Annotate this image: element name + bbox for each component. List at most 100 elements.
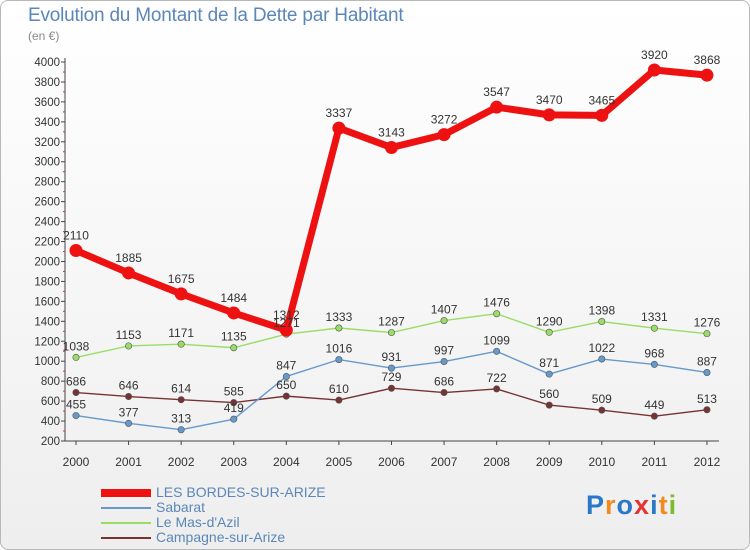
data-point [387, 384, 395, 392]
data-label: 455 [66, 398, 86, 412]
data-label: 1484 [220, 291, 247, 305]
data-point [703, 330, 711, 338]
legend-swatch [101, 507, 151, 509]
data-point [335, 396, 343, 404]
data-label: 1398 [588, 304, 615, 318]
legend-label: Le Mas-d'Azil [156, 514, 240, 530]
y-tick-label: 1200 [34, 336, 60, 348]
logo-letter: x [634, 490, 651, 520]
y-tick-label: 3000 [34, 157, 60, 169]
x-tick-label: 2005 [326, 455, 353, 469]
data-label: 3272 [431, 113, 458, 127]
data-label: 887 [697, 354, 717, 368]
data-point [177, 340, 185, 348]
y-tick-label: 800 [41, 376, 60, 388]
data-label: 3470 [536, 93, 563, 107]
data-point [72, 389, 80, 397]
legend-label: Sabarat [156, 499, 206, 515]
data-point [125, 393, 133, 401]
logo-letter: t [658, 490, 669, 520]
data-point [230, 399, 238, 407]
data-point [647, 63, 661, 77]
data-point [174, 287, 188, 301]
chart-legend: LES BORDES-SUR-ARIZE Sabarat Le Mas-d'Azil… [101, 484, 361, 545]
data-label: 1407 [431, 303, 458, 317]
data-point [440, 317, 448, 325]
data-label: 1333 [326, 310, 353, 324]
logo-letter: r [605, 490, 617, 520]
data-point [598, 318, 606, 326]
data-label: 1135 [221, 330, 247, 344]
y-tick-label: 200 [41, 436, 60, 448]
data-point [125, 342, 133, 350]
data-point [650, 412, 658, 420]
logo-letter: P [586, 490, 606, 520]
data-point [335, 356, 343, 364]
data-point [437, 128, 451, 142]
data-label: 513 [697, 392, 717, 406]
logo-letter: i [650, 490, 659, 520]
x-tick-label: 2009 [536, 455, 563, 469]
data-point [72, 412, 80, 420]
y-tick-label: 3200 [34, 137, 60, 149]
y-tick-label: 2200 [34, 237, 60, 249]
data-label: 3547 [483, 85, 510, 99]
x-tick-label: 2012 [694, 455, 721, 469]
legend-label: LES BORDES-SUR-ARIZE [156, 484, 326, 500]
data-point [387, 329, 395, 337]
data-point [282, 372, 290, 380]
data-point [703, 406, 711, 414]
data-label: 509 [592, 392, 612, 406]
data-point [595, 108, 609, 122]
x-tick-label: 2007 [431, 455, 458, 469]
y-tick-label: 2600 [34, 197, 60, 209]
data-label: 1476 [483, 296, 510, 310]
data-label: 449 [644, 398, 664, 412]
data-label: 1016 [326, 342, 353, 356]
data-label: 1885 [115, 251, 142, 265]
data-label: 1675 [168, 272, 195, 286]
data-point [282, 392, 290, 400]
data-label: 1271 [273, 316, 300, 330]
proxiti-logo: Proxiti [586, 490, 677, 521]
data-label: 686 [434, 375, 454, 389]
data-label: 1153 [116, 328, 142, 342]
data-label: 847 [276, 358, 296, 372]
data-point [177, 396, 185, 404]
legend-item: Sabarat [101, 499, 361, 515]
data-point [493, 385, 501, 393]
y-tick-label: 2400 [34, 217, 60, 229]
data-label: 931 [381, 350, 401, 364]
data-point [542, 108, 556, 122]
x-tick-label: 2006 [378, 455, 405, 469]
data-point [279, 323, 293, 337]
x-tick-label: 2008 [483, 455, 510, 469]
legend-swatch [101, 537, 151, 539]
data-label: 1331 [641, 310, 668, 324]
y-tick-label: 1000 [34, 356, 60, 368]
data-point [650, 324, 658, 332]
data-label: 686 [66, 375, 86, 389]
data-point [335, 324, 343, 332]
x-tick-label: 2010 [588, 455, 615, 469]
data-point [493, 347, 501, 355]
y-tick-label: 3400 [34, 117, 60, 129]
x-tick-label: 2004 [273, 455, 300, 469]
data-point [384, 140, 398, 154]
y-tick-label: 1600 [34, 296, 60, 308]
legend-label: Campagne-sur-Arize [156, 529, 286, 545]
x-tick-label: 2002 [168, 455, 195, 469]
data-point [122, 266, 136, 280]
data-label: 3920 [641, 48, 668, 62]
data-label: 3465 [588, 93, 615, 107]
legend-swatch [101, 522, 151, 524]
data-point [177, 426, 185, 434]
data-label: 614 [171, 382, 191, 396]
data-label: 646 [119, 379, 139, 393]
data-label: 1099 [483, 333, 510, 347]
data-label: 1290 [536, 314, 563, 328]
chart-unit: (en €) [28, 29, 60, 43]
data-point [69, 244, 83, 258]
data-point [545, 328, 553, 336]
data-label: 729 [381, 370, 401, 384]
